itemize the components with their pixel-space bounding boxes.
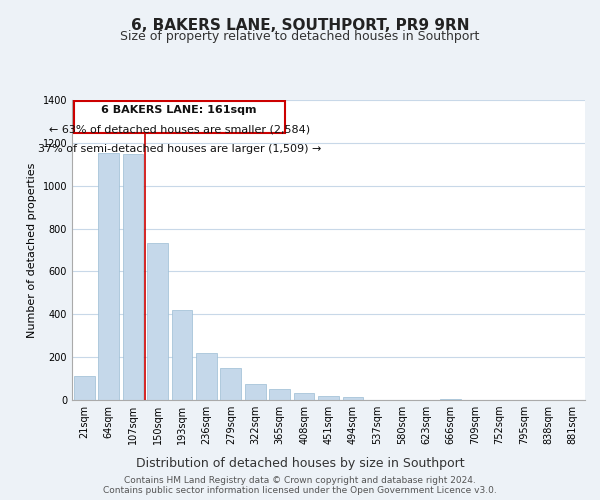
Text: 6 BAKERS LANE: 161sqm: 6 BAKERS LANE: 161sqm (101, 104, 257, 115)
Text: 6, BAKERS LANE, SOUTHPORT, PR9 9RN: 6, BAKERS LANE, SOUTHPORT, PR9 9RN (131, 18, 469, 32)
Bar (220, 368, 241, 400)
Bar (147, 243, 168, 400)
FancyBboxPatch shape (74, 101, 284, 132)
Text: Size of property relative to detached houses in Southport: Size of property relative to detached ho… (121, 30, 479, 43)
Bar (122, 154, 143, 400)
Bar (172, 310, 193, 400)
Bar (440, 399, 461, 400)
Bar (269, 390, 290, 400)
Text: Contains HM Land Registry data © Crown copyright and database right 2024.: Contains HM Land Registry data © Crown c… (124, 476, 476, 485)
Bar (293, 393, 314, 400)
Bar (318, 396, 339, 400)
Bar (74, 376, 95, 400)
Bar (245, 384, 266, 400)
Bar (196, 353, 217, 400)
Text: Contains public sector information licensed under the Open Government Licence v3: Contains public sector information licen… (103, 486, 497, 495)
Bar (343, 397, 364, 400)
Y-axis label: Number of detached properties: Number of detached properties (27, 162, 37, 338)
Text: ← 63% of detached houses are smaller (2,584): ← 63% of detached houses are smaller (2,… (49, 124, 310, 134)
Bar (98, 152, 119, 400)
Text: 37% of semi-detached houses are larger (1,509) →: 37% of semi-detached houses are larger (… (38, 144, 321, 154)
Text: Distribution of detached houses by size in Southport: Distribution of detached houses by size … (136, 458, 464, 470)
